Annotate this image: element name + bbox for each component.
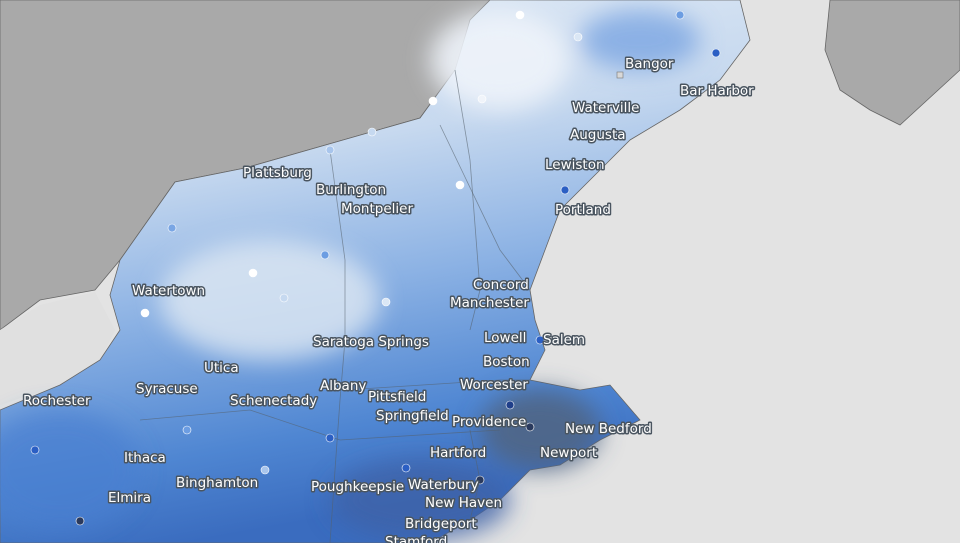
city-label: Augusta [570,127,626,143]
city-label: Newport [540,445,597,461]
city-label: Waterbury [408,477,479,493]
city-label: Watertown [132,283,205,299]
state-borders [139,69,531,543]
city-label: Schenectady [230,393,317,409]
city-label: Stamford [385,534,447,543]
city-label: Binghamton [176,475,258,491]
station [367,127,377,137]
station [525,422,535,432]
city-label: Montpelier [341,201,413,217]
city-label: Lowell [484,330,526,346]
station [30,445,40,455]
city-label: Worcester [460,377,528,393]
station [711,48,721,58]
station [320,250,330,260]
city-marker [616,71,624,79]
city-label: Portland [555,202,611,218]
city-label: Lewiston [545,157,605,173]
station [401,463,411,473]
city-label: Providence [452,414,526,430]
city-label: Bridgeport [405,516,477,532]
city-labels: Bangor Bar Harbor Waterville Augusta Lew… [22,55,756,543]
station [167,223,177,233]
city-label: Waterville [572,100,639,116]
city-label: Manchester [450,295,529,311]
station [475,475,485,485]
station [75,516,85,526]
city-label: Springfield [376,408,449,424]
station [325,145,335,155]
station [535,335,545,345]
city-label: Concord [473,277,529,293]
city-label: New Haven [425,495,502,511]
city-label: New Bedford [565,421,652,437]
city-label: Burlington [316,182,386,198]
station [279,293,289,303]
station [428,96,438,106]
city-label: Ithaca [124,450,166,466]
city-label: Poughkeepsie [311,479,404,495]
snow-shading [0,10,700,540]
station [325,433,335,443]
city-label: Bangor [625,56,674,72]
station [477,94,487,104]
station [182,425,192,435]
city-label: Hartford [430,445,486,461]
city-label: Syracuse [136,381,198,397]
station [248,268,258,278]
station [573,32,583,42]
city-label: Utica [204,360,239,376]
nova-scotia [824,0,960,126]
city-label: Bar Harbor [680,83,754,99]
city-label: Rochester [23,393,91,409]
station [260,465,270,475]
lake-ontario [0,292,115,405]
city-label: Albany [320,378,366,394]
city-label: Boston [483,354,530,370]
station [381,297,391,307]
city-label: Plattsburg [243,165,312,181]
station [560,185,570,195]
city-label: Salem [543,332,585,348]
city-label: Pittsfield [368,389,426,405]
city-label: Saratoga Springs [313,334,429,350]
city-label: Elmira [108,490,151,506]
station [455,180,465,190]
station [140,308,150,318]
station [675,10,685,20]
station [505,400,515,410]
station-dots [30,10,721,526]
station [515,10,525,20]
